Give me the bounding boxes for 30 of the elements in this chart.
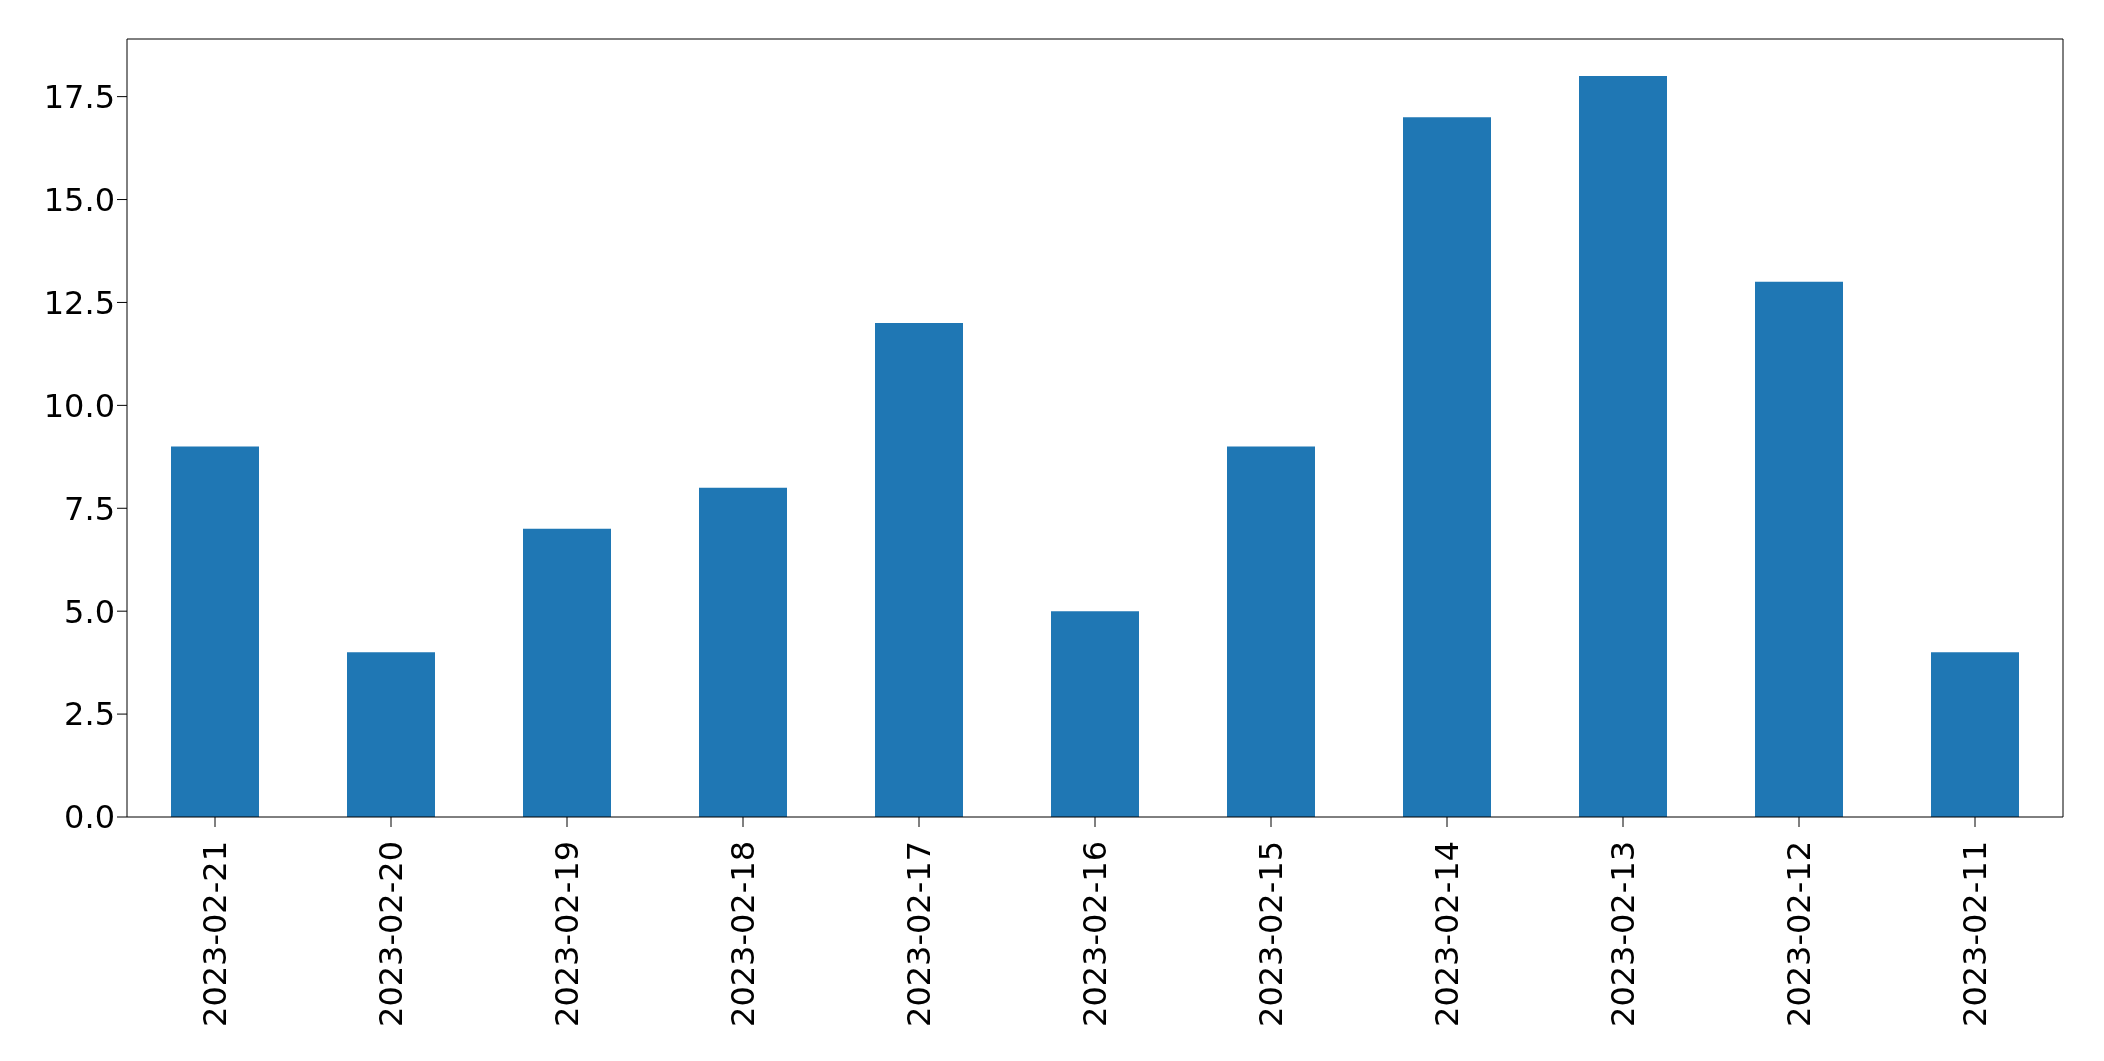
y-tick-label: 5.0 <box>64 592 115 631</box>
bar <box>699 487 787 817</box>
bar <box>523 528 611 817</box>
y-tick-label: 17.5 <box>43 77 115 116</box>
x-tick-label: 2023-02-19 <box>548 841 586 1027</box>
bar <box>171 446 259 817</box>
x-tick-label: 2023-02-17 <box>900 841 938 1027</box>
x-tick-label: 2023-02-20 <box>372 841 410 1027</box>
x-tick-label: 2023-02-14 <box>1428 841 1466 1027</box>
bar <box>1227 446 1315 817</box>
y-tick-label: 12.5 <box>43 283 115 322</box>
y-tick-label: 7.5 <box>64 489 115 528</box>
bar <box>1403 117 1491 817</box>
x-tick-label: 2023-02-16 <box>1076 841 1114 1027</box>
x-tick-label: 2023-02-11 <box>1956 841 1994 1027</box>
bar <box>347 652 435 817</box>
y-tick-label: 0.0 <box>64 798 115 837</box>
bar <box>1755 281 1843 817</box>
x-tick-label: 2023-02-21 <box>196 841 234 1027</box>
y-tick-label: 15.0 <box>43 180 115 219</box>
bar <box>1579 76 1667 817</box>
x-tick-label: 2023-02-15 <box>1252 841 1290 1027</box>
bar <box>875 323 963 817</box>
x-tick-label: 2023-02-12 <box>1780 841 1818 1027</box>
x-tick-label: 2023-02-13 <box>1604 841 1642 1027</box>
bar <box>1051 611 1139 817</box>
x-tick-label: 2023-02-18 <box>724 841 762 1027</box>
bar <box>1931 652 2019 817</box>
y-tick-label: 10.0 <box>43 386 115 425</box>
y-tick-label: 2.5 <box>64 695 115 734</box>
